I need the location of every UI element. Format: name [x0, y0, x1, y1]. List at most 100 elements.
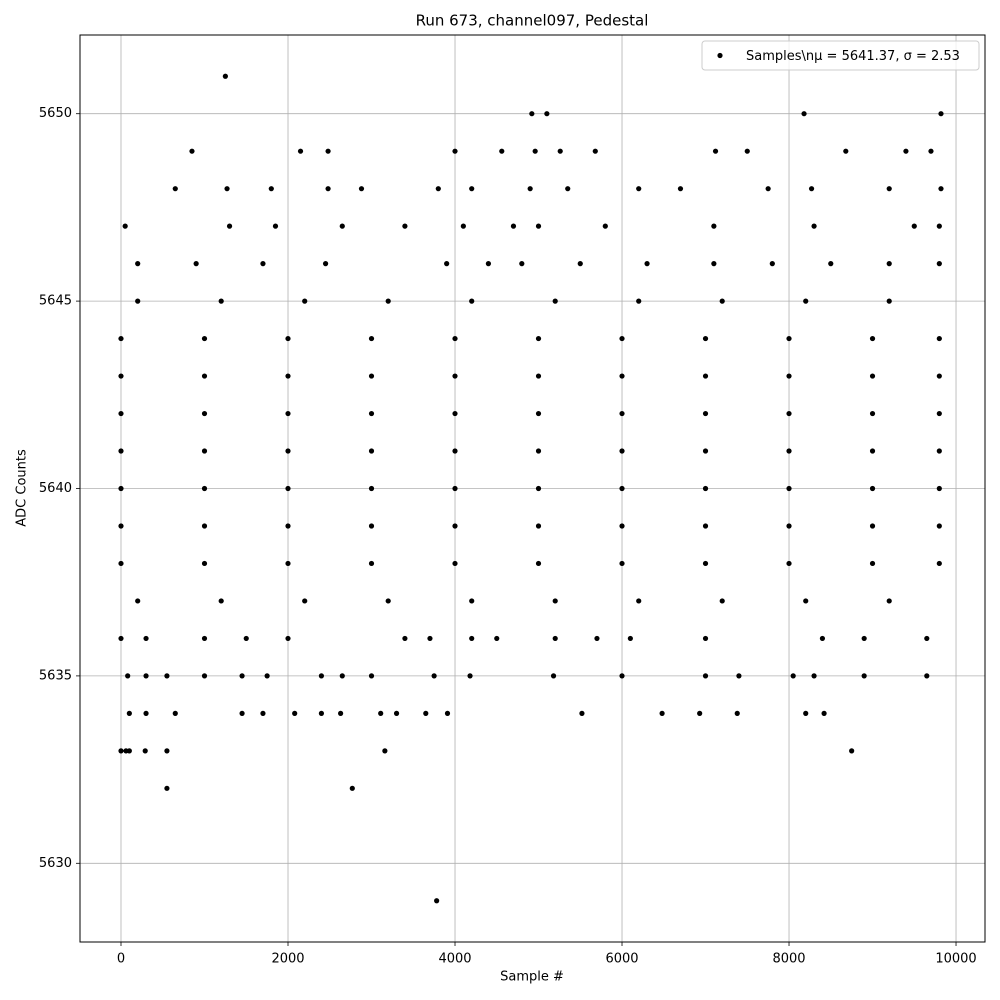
data-point	[702, 410, 709, 417]
data-point	[711, 223, 717, 229]
data-point	[460, 223, 466, 229]
data-point	[869, 373, 876, 379]
data-point	[519, 261, 525, 267]
data-point	[222, 73, 228, 79]
data-point	[226, 223, 233, 229]
data-point	[619, 673, 625, 679]
data-point	[118, 448, 124, 454]
data-point	[535, 335, 542, 342]
data-point	[143, 673, 149, 679]
data-point	[431, 673, 437, 679]
data-point	[452, 335, 458, 342]
data-point	[821, 710, 827, 716]
data-point	[452, 448, 458, 454]
data-point	[924, 673, 930, 679]
data-point	[302, 298, 308, 304]
data-point	[936, 373, 942, 379]
data-point	[243, 635, 249, 642]
data-point	[552, 598, 558, 604]
data-point	[382, 748, 388, 754]
data-point	[552, 635, 558, 642]
data-point	[325, 148, 331, 154]
data-point	[886, 261, 892, 267]
data-point	[697, 710, 703, 716]
data-point	[444, 710, 451, 716]
data-point	[869, 410, 876, 417]
data-point	[402, 635, 408, 642]
data-point	[378, 710, 384, 716]
data-point	[786, 523, 792, 529]
data-point	[292, 710, 298, 716]
data-point	[143, 710, 149, 716]
legend-box	[701, 40, 980, 71]
data-point	[636, 186, 642, 192]
x-axis-label: Sample #	[500, 970, 564, 985]
data-point	[936, 410, 942, 417]
data-point	[744, 148, 750, 154]
data-point	[535, 485, 542, 492]
data-point	[349, 785, 355, 791]
data-point	[936, 560, 942, 567]
data-point	[118, 748, 124, 754]
data-point	[172, 710, 178, 716]
data-point	[201, 523, 208, 529]
data-point	[719, 598, 725, 604]
data-point	[702, 335, 709, 342]
data-point	[702, 523, 709, 529]
data-point	[602, 223, 608, 229]
data-point	[886, 298, 892, 304]
data-point	[368, 673, 375, 679]
data-point	[285, 485, 291, 492]
data-point	[677, 186, 684, 192]
data-point	[886, 186, 892, 192]
chart-title: Run 673, channel097, Pedestal	[416, 12, 649, 30]
y-tick-label: 5635	[39, 668, 72, 683]
data-point	[318, 673, 325, 679]
x-tick-label: 2000	[271, 952, 304, 967]
data-point	[218, 598, 224, 604]
data-point	[118, 410, 124, 417]
data-point	[619, 448, 625, 454]
data-point	[552, 298, 558, 304]
data-point	[936, 261, 942, 267]
data-point	[164, 673, 170, 679]
data-point	[135, 598, 141, 604]
data-point	[201, 373, 208, 379]
data-point	[936, 485, 942, 492]
data-point	[869, 485, 876, 492]
data-point	[126, 748, 132, 754]
data-point	[339, 673, 345, 679]
data-point	[318, 710, 325, 716]
data-point	[535, 448, 542, 454]
x-tick-label: 6000	[605, 952, 638, 967]
data-point	[702, 635, 709, 642]
data-point	[936, 448, 942, 454]
data-point	[325, 186, 331, 192]
data-point	[594, 635, 600, 642]
data-point	[532, 148, 538, 154]
data-point	[786, 373, 792, 379]
data-point	[869, 560, 876, 567]
data-point	[338, 710, 344, 716]
data-point	[285, 373, 291, 379]
data-point	[565, 186, 571, 192]
data-point	[636, 298, 642, 304]
data-point	[869, 335, 876, 342]
data-point	[535, 410, 542, 417]
data-point	[135, 261, 141, 267]
data-point	[619, 410, 625, 417]
data-point	[135, 298, 141, 304]
data-point	[811, 223, 817, 229]
data-point	[467, 673, 473, 679]
data-point	[702, 485, 709, 492]
data-point	[118, 335, 124, 342]
data-point	[393, 710, 400, 716]
data-point	[272, 223, 279, 229]
data-point	[142, 748, 148, 754]
data-point	[861, 635, 867, 642]
data-point	[938, 186, 944, 192]
data-point	[435, 186, 441, 192]
data-point	[285, 410, 291, 417]
